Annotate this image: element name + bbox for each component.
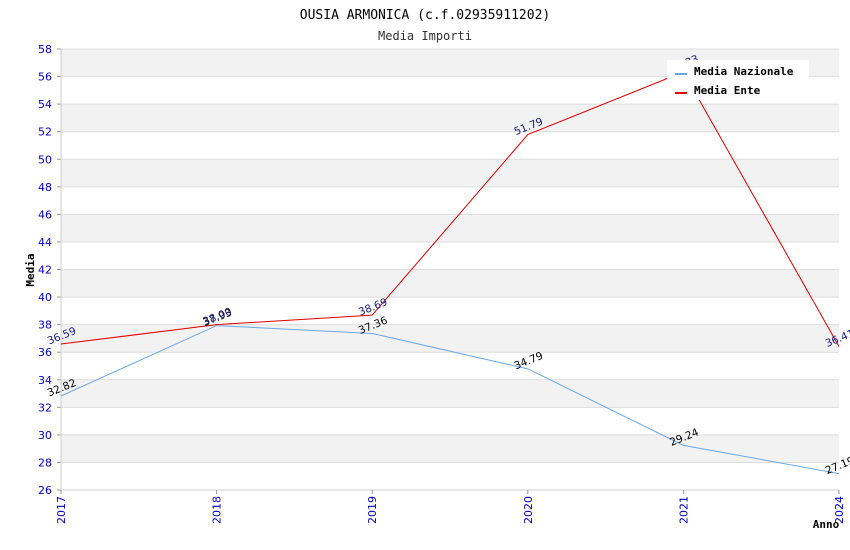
grid-band xyxy=(61,214,839,242)
chart-subtitle: Media Importi xyxy=(378,29,472,43)
y-tick-label: 42 xyxy=(38,264,52,277)
y-tick-label: 36 xyxy=(38,346,52,359)
legend-label: Media Nazionale xyxy=(694,65,794,78)
grid-band xyxy=(61,159,839,187)
x-axis-label: Anno xyxy=(813,518,840,531)
x-tick-label: 2017 xyxy=(55,496,68,524)
grid-band xyxy=(61,269,839,298)
y-tick-label: 48 xyxy=(38,181,52,194)
grid-band xyxy=(61,407,839,435)
legend-box xyxy=(667,60,809,100)
x-tick-label: 2020 xyxy=(522,496,535,524)
y-tick-label: 34 xyxy=(38,374,52,387)
gridlines xyxy=(57,48,839,491)
y-tick-label: 32 xyxy=(38,401,52,414)
grid-band xyxy=(61,297,839,325)
grid-band xyxy=(61,241,839,270)
y-tick-label: 52 xyxy=(38,126,52,139)
y-tick-label: 46 xyxy=(38,208,52,221)
y-tick-label: 54 xyxy=(38,98,52,111)
chart-title: OUSIA ARMONICA (c.f.02935911202) xyxy=(300,8,550,23)
x-tick-label: 2021 xyxy=(677,496,690,524)
y-tick-label: 40 xyxy=(38,291,52,304)
series-lines xyxy=(60,71,840,475)
x-axis-ticks: 2017 2018 2019 2020 2021 2024 xyxy=(55,490,846,524)
y-tick-label: 28 xyxy=(38,456,52,469)
grid-band xyxy=(61,131,839,160)
grid-bands xyxy=(61,49,839,490)
grid-band xyxy=(61,186,839,215)
grid-band xyxy=(61,434,839,463)
x-tick-label: 2018 xyxy=(211,496,224,524)
y-tick-label: 58 xyxy=(38,43,52,56)
x-tick-label: 2019 xyxy=(366,496,379,524)
series-line-0 xyxy=(60,325,840,475)
grid-band xyxy=(61,104,839,132)
series-line-1 xyxy=(60,71,840,347)
y-axis-ticks: 26 28 30 32 34 36 38 40 42 44 46 48 50 52 54 56 58 xyxy=(38,43,52,497)
y-tick-label: 50 xyxy=(38,153,52,166)
grid-band xyxy=(61,352,839,380)
y-tick-label: 30 xyxy=(38,429,52,442)
y-tick-label: 26 xyxy=(38,484,52,497)
grid-band xyxy=(61,324,839,353)
y-tick-label: 44 xyxy=(38,236,52,249)
y-axis-label: Media xyxy=(24,253,37,286)
legend: Media Nazionale Media Ente xyxy=(667,60,809,100)
grid-band xyxy=(61,379,839,408)
legend-label: Media Ente xyxy=(694,84,761,97)
grid-band xyxy=(61,462,839,490)
y-tick-label: 56 xyxy=(38,71,52,84)
x-tick-label: 2024 xyxy=(833,496,846,524)
y-tick-label: 38 xyxy=(38,319,52,332)
